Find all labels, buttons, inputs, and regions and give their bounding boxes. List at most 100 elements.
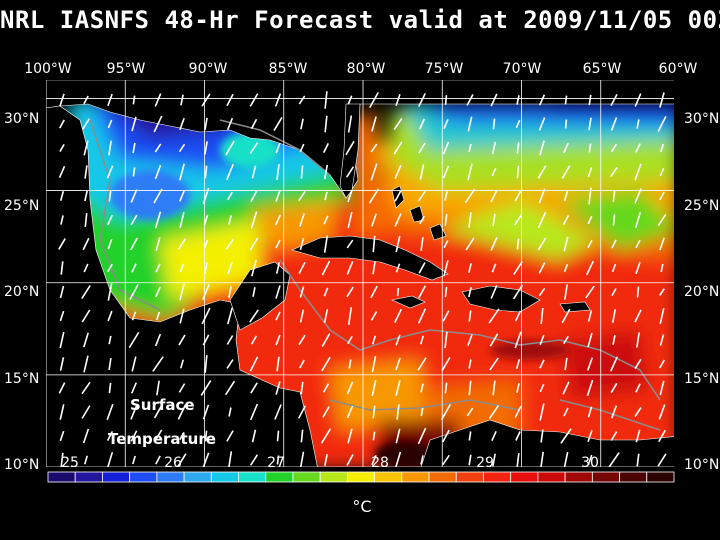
wind-arrow [634, 212, 642, 228]
wind-arrow [585, 285, 595, 299]
wind-arrow [611, 239, 617, 249]
wind-arrow [586, 260, 594, 276]
wind-arrow [539, 383, 545, 393]
wind-arrow [226, 335, 234, 345]
wind-arrow [659, 307, 665, 325]
wind-arrow [324, 91, 328, 109]
wind-arrow [227, 307, 233, 325]
colorbar-swatch [238, 471, 267, 483]
wind-arrow [443, 239, 449, 249]
wind-arrow [346, 381, 354, 395]
wind-arrow [368, 188, 380, 204]
wind-arrow [370, 311, 378, 321]
wind-arrow [59, 93, 65, 107]
wind-arrow [564, 357, 568, 371]
wind-arrow [395, 334, 401, 346]
colorbar-swatch [428, 471, 457, 483]
colorbar-unit: °C [352, 497, 372, 516]
wind-arrow [467, 116, 473, 132]
wind-arrow [155, 311, 161, 321]
wind-arrow [514, 331, 522, 349]
wind-arrow [540, 451, 544, 467]
wind-arrow [324, 454, 328, 466]
wind-arrow [83, 95, 89, 105]
wind-arrow [347, 189, 353, 203]
wind-arrow [610, 117, 618, 131]
wind-arrow [466, 407, 474, 417]
wind-arrow [515, 119, 521, 129]
wind-arrow [563, 142, 569, 154]
wind-arrow [275, 239, 281, 249]
colorbar-swatch [346, 471, 376, 483]
land-masses [46, 80, 674, 467]
wind-arrow [563, 263, 569, 273]
wind-arrow [636, 286, 640, 298]
wind-arrow [153, 405, 163, 419]
colorbar-swatch [619, 471, 648, 483]
wind-arrow [538, 117, 546, 131]
wind-arrow [83, 332, 89, 348]
wind-arrow [249, 237, 259, 251]
colorbar-tick-30: 30 [581, 455, 599, 471]
wind-arrow [249, 309, 259, 323]
wind-arrow [417, 285, 427, 299]
wind-arrow [538, 188, 546, 204]
wind-arrow [81, 405, 91, 419]
map-label-temperature: Temperature [108, 430, 216, 448]
wind-arrow [588, 143, 592, 153]
wind-arrow [180, 359, 184, 369]
wind-arrow [154, 93, 162, 107]
wind-arrow [659, 167, 665, 177]
wind-arrow [228, 407, 232, 417]
wind-arrow [299, 451, 305, 467]
wind-arrow [250, 335, 258, 345]
wind-arrow [610, 431, 618, 441]
wind-arrow [154, 333, 162, 347]
wind-arrow [395, 93, 401, 107]
lat-label-15n-right: 15°N [684, 371, 720, 387]
wind-arrow [514, 405, 522, 419]
wind-arrow [539, 359, 545, 369]
wind-arrow [347, 335, 353, 345]
wind-arrow [610, 94, 618, 106]
wind-arrow [467, 334, 473, 346]
colorbar-tick-25: 25 [61, 455, 79, 471]
wind-arrow [466, 94, 474, 106]
wind-arrow [490, 285, 498, 299]
sea-surface-temperature-field: Surface Temperature [46, 80, 674, 467]
wind-arrow [418, 262, 426, 274]
wind-arrow [488, 308, 500, 324]
wind-arrow [153, 429, 163, 443]
wind-arrow [634, 358, 642, 370]
wind-arrow [658, 404, 666, 420]
wind-arrow [516, 165, 520, 179]
wind-arrow [346, 405, 354, 419]
wind-arrow [108, 190, 112, 202]
lat-label-20n-right: 20°N [684, 284, 720, 300]
wind-arrow [564, 95, 568, 105]
wind-arrow [516, 142, 520, 154]
wind-arrow [132, 167, 136, 177]
wind-arrow [420, 407, 424, 417]
lon-label-95w: 95°W [106, 61, 146, 77]
lat-label-30n-left: 30°N [4, 111, 40, 127]
wind-arrow [516, 453, 520, 467]
wind-arrow [587, 429, 593, 443]
wind-arrow [298, 190, 306, 202]
wind-arrow [298, 262, 306, 274]
wind-arrow [464, 188, 476, 204]
wind-arrow [153, 115, 163, 133]
wind-arrow [249, 403, 259, 421]
wind-arrow [393, 117, 403, 131]
wind-arrow [564, 119, 568, 129]
wind-arrow [59, 331, 65, 349]
wind-arrow [538, 262, 546, 274]
wind-arrow [131, 382, 137, 394]
wind-arrow [561, 165, 571, 179]
wind-arrow [106, 165, 114, 179]
wind-arrow [468, 262, 472, 274]
wind-arrow [563, 236, 569, 252]
wind-arrow [513, 214, 523, 226]
wind-arrow [586, 357, 594, 371]
wind-arrow [513, 261, 523, 275]
